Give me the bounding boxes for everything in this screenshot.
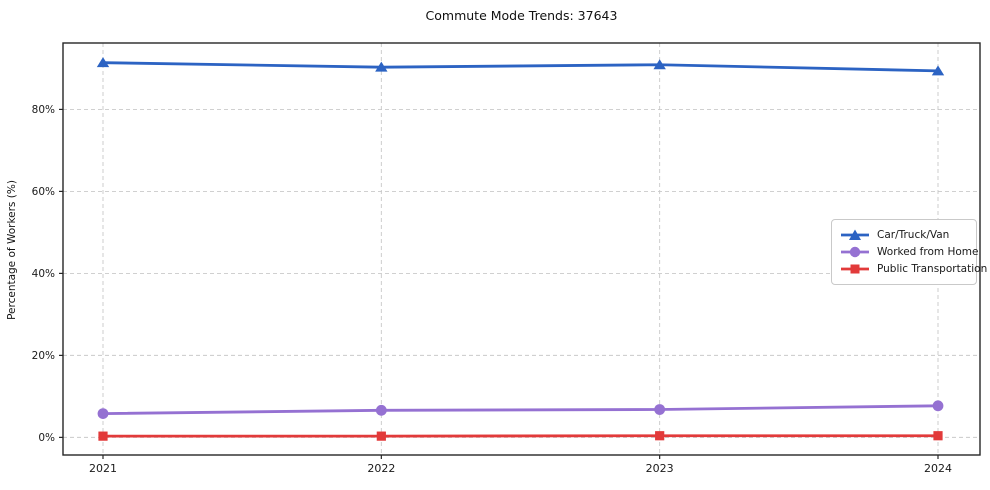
legend-item: Car/Truck/Van — [840, 226, 968, 243]
square-legend-icon — [841, 264, 869, 274]
plot-border — [62, 42, 981, 456]
x-tick-label: 2023 — [646, 462, 674, 475]
legend: Car/Truck/Van Worked from Home Public Tran… — [831, 219, 987, 285]
series-line — [101, 404, 940, 415]
legend-item: Public Transportation — [840, 261, 987, 278]
y-tick-label: 80% — [32, 104, 55, 116]
data-point-square-marker — [376, 431, 386, 441]
legend-label: Public Transportation — [877, 263, 988, 276]
triangle-legend-icon — [841, 229, 869, 240]
data-point-square-marker — [933, 431, 943, 441]
data-point-circle-marker — [654, 404, 666, 415]
data-point-triangle-marker — [96, 57, 110, 68]
chart-title: Commute Mode Trends: 37643 — [425, 8, 618, 23]
data-point-circle-marker — [375, 404, 387, 416]
legend-label: Worked from Home — [877, 245, 979, 258]
legend-item: Worked from Home — [840, 243, 978, 260]
x-tick-label: 2024 — [924, 462, 952, 475]
x-tick-label: 2022 — [367, 462, 395, 475]
data-point-square-marker — [655, 431, 665, 441]
y-tick-label: 0% — [38, 432, 55, 444]
data-point-circle-marker — [97, 408, 109, 419]
data-point-triangle-marker — [375, 61, 388, 72]
data-point-triangle-marker — [653, 59, 666, 70]
x-tick-label: 2021 — [89, 462, 117, 475]
data-point-square-marker — [98, 431, 108, 441]
series-line — [101, 61, 940, 73]
data-point-circle-marker — [932, 400, 944, 412]
y-tick-label: 40% — [32, 268, 55, 280]
legend-label: Car/Truck/Van — [877, 228, 950, 241]
y-tick-label: 20% — [32, 350, 55, 362]
y-tick-label: 60% — [32, 186, 55, 198]
circle-legend-icon — [841, 246, 869, 258]
data-point-triangle-marker — [931, 65, 945, 76]
